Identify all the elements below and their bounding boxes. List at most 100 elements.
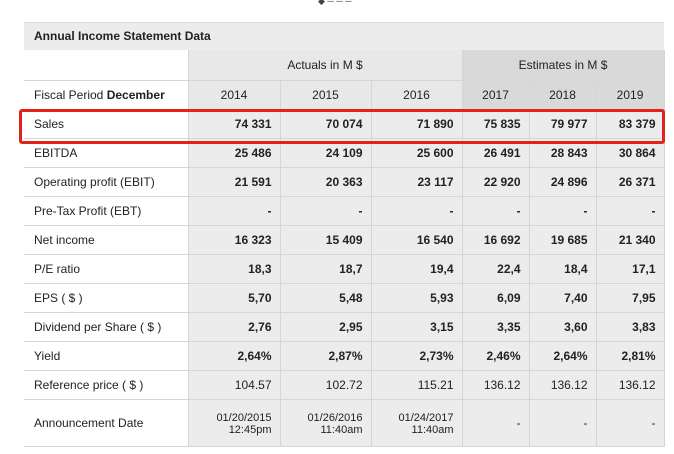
fiscal-period-month: December — [106, 88, 165, 102]
announcement-date-2015: 01/26/2016 11:40am — [280, 399, 372, 447]
row-label: Operating profit (EBIT) — [24, 167, 189, 197]
value-cell-2015: 2,95 — [280, 312, 372, 342]
value-cell-2015: 102.72 — [280, 370, 372, 400]
table-row: Operating profit (EBIT) 21 591 20 363 23 11… — [24, 167, 665, 197]
value-cell-2016: 25 600 — [371, 138, 463, 168]
blank-header-cell — [24, 50, 189, 81]
value-cell-2017: 2,46% — [462, 341, 530, 371]
value-cell-2015: 18,7 — [280, 254, 372, 284]
value-cell-2014: 16 323 — [188, 225, 281, 255]
value-cell-2014: 25 486 — [188, 138, 281, 168]
announcement-row: Announcement Date 01/20/2015 12:45pm 01/2… — [24, 399, 665, 447]
value-cell-2015: 5,48 — [280, 283, 372, 313]
year-header-row: Fiscal Period December 2014 2015 2016 20… — [24, 80, 665, 110]
announcement-date-2019: - — [596, 399, 665, 447]
announcement-date-2016: 01/24/2017 11:40am — [371, 399, 463, 447]
value-cell-2016: 16 540 — [371, 225, 463, 255]
year-2017: 2017 — [462, 80, 530, 110]
value-cell-2018: - — [529, 196, 597, 226]
year-2016: 2016 — [371, 80, 463, 110]
announcement-date-2014: 01/20/2015 12:45pm — [188, 399, 281, 447]
value-cell-2014: 2,76 — [188, 312, 281, 342]
value-cell-2017: 22,4 — [462, 254, 530, 284]
value-cell-2018: 7,40 — [529, 283, 597, 313]
value-cell-2019: 7,95 — [596, 283, 665, 313]
value-cell-2017: 6,09 — [462, 283, 530, 313]
row-label: Sales — [24, 109, 189, 139]
value-cell-2015: 15 409 — [280, 225, 372, 255]
row-label: P/E ratio — [24, 254, 189, 284]
value-cell-2016: 23 117 — [371, 167, 463, 197]
row-label: Net income — [24, 225, 189, 255]
value-cell-2016: 2,73% — [371, 341, 463, 371]
table-row: EBITDA 25 486 24 109 25 600 26 491 28 843 30 8… — [24, 138, 665, 168]
value-cell-2019: 136.12 — [596, 370, 665, 400]
table-row: Dividend per Share ( $ ) 2,76 2,95 3,15 3,35… — [24, 312, 665, 342]
value-cell-2014: 18,3 — [188, 254, 281, 284]
value-cell-2016: 5,93 — [371, 283, 463, 313]
row-label: Announcement Date — [24, 399, 189, 447]
value-cell-2014: 74 331 — [188, 109, 281, 139]
estimates-group-header: Estimates in M $ — [462, 50, 665, 81]
value-cell-2017: 75 835 — [462, 109, 530, 139]
table-row: Yield 2,64% 2,87% 2,73% 2,46% 2,64% 2,81% — [24, 341, 665, 371]
value-cell-2014: 21 591 — [188, 167, 281, 197]
value-cell-2015: 70 074 — [280, 109, 372, 139]
value-cell-2017: 16 692 — [462, 225, 530, 255]
value-cell-2015: 2,87% — [280, 341, 372, 371]
year-2018: 2018 — [529, 80, 597, 110]
value-cell-2017: 136.12 — [462, 370, 530, 400]
row-label: Pre-Tax Profit (EBT) — [24, 196, 189, 226]
year-2015: 2015 — [280, 80, 372, 110]
value-cell-2015: - — [280, 196, 372, 226]
fiscal-period-prefix: Fiscal Period — [34, 88, 104, 102]
value-cell-2019: 2,81% — [596, 341, 665, 371]
value-cell-2014: - — [188, 196, 281, 226]
table-row: Net income 16 323 15 409 16 540 16 692 19 685… — [24, 225, 665, 255]
value-cell-2018: 19 685 — [529, 225, 597, 255]
value-cell-2017: - — [462, 196, 530, 226]
value-cell-2016: 3,15 — [371, 312, 463, 342]
fiscal-period-label: Fiscal Period December — [24, 80, 189, 110]
value-cell-2019: 30 864 — [596, 138, 665, 168]
income-statement-table: Actuals in M $ Estimates in M $ Fiscal P… — [24, 50, 665, 447]
value-cell-2018: 2,64% — [529, 341, 597, 371]
table-title: Annual Income Statement Data — [24, 22, 664, 50]
row-label: EPS ( $ ) — [24, 283, 189, 313]
table-row: EPS ( $ ) 5,70 5,48 5,93 6,09 7,40 7,95 — [24, 283, 665, 313]
table-row: P/E ratio 18,3 18,7 19,4 22,4 18,4 17,1 — [24, 254, 665, 284]
value-cell-2019: 17,1 — [596, 254, 665, 284]
value-cell-2016: - — [371, 196, 463, 226]
value-cell-2015: 20 363 — [280, 167, 372, 197]
value-cell-2019: 26 371 — [596, 167, 665, 197]
group-header-row: Actuals in M $ Estimates in M $ — [24, 50, 665, 81]
table-row: Pre-Tax Profit (EBT) - - - - - - — [24, 196, 665, 226]
table-row: Sales 74 331 70 074 71 890 75 835 79 977 83 37… — [24, 109, 665, 139]
income-statement-panel: Annual Income Statement Data Actuals in … — [24, 22, 665, 447]
value-cell-2018: 79 977 — [529, 109, 597, 139]
value-cell-2017: 3,35 — [462, 312, 530, 342]
value-cell-2019: - — [596, 196, 665, 226]
value-cell-2019: 21 340 — [596, 225, 665, 255]
row-label: EBITDA — [24, 138, 189, 168]
actuals-group-header: Actuals in M $ — [188, 50, 463, 81]
value-cell-2018: 136.12 — [529, 370, 597, 400]
announcement-date-2018: - — [529, 399, 597, 447]
value-cell-2015: 24 109 — [280, 138, 372, 168]
value-cell-2018: 3,60 — [529, 312, 597, 342]
truncated-header-text: ◆ ─ ─ ─ — [318, 0, 352, 6]
value-cell-2018: 18,4 — [529, 254, 597, 284]
row-label: Reference price ( $ ) — [24, 370, 189, 400]
value-cell-2018: 24 896 — [529, 167, 597, 197]
value-cell-2017: 26 491 — [462, 138, 530, 168]
value-cell-2019: 3,83 — [596, 312, 665, 342]
value-cell-2017: 22 920 — [462, 167, 530, 197]
value-cell-2019: 83 379 — [596, 109, 665, 139]
value-cell-2016: 19,4 — [371, 254, 463, 284]
value-cell-2016: 71 890 — [371, 109, 463, 139]
year-2019: 2019 — [596, 80, 665, 110]
value-cell-2014: 2,64% — [188, 341, 281, 371]
row-label: Dividend per Share ( $ ) — [24, 312, 189, 342]
announcement-date-2017: - — [462, 399, 530, 447]
row-label: Yield — [24, 341, 189, 371]
